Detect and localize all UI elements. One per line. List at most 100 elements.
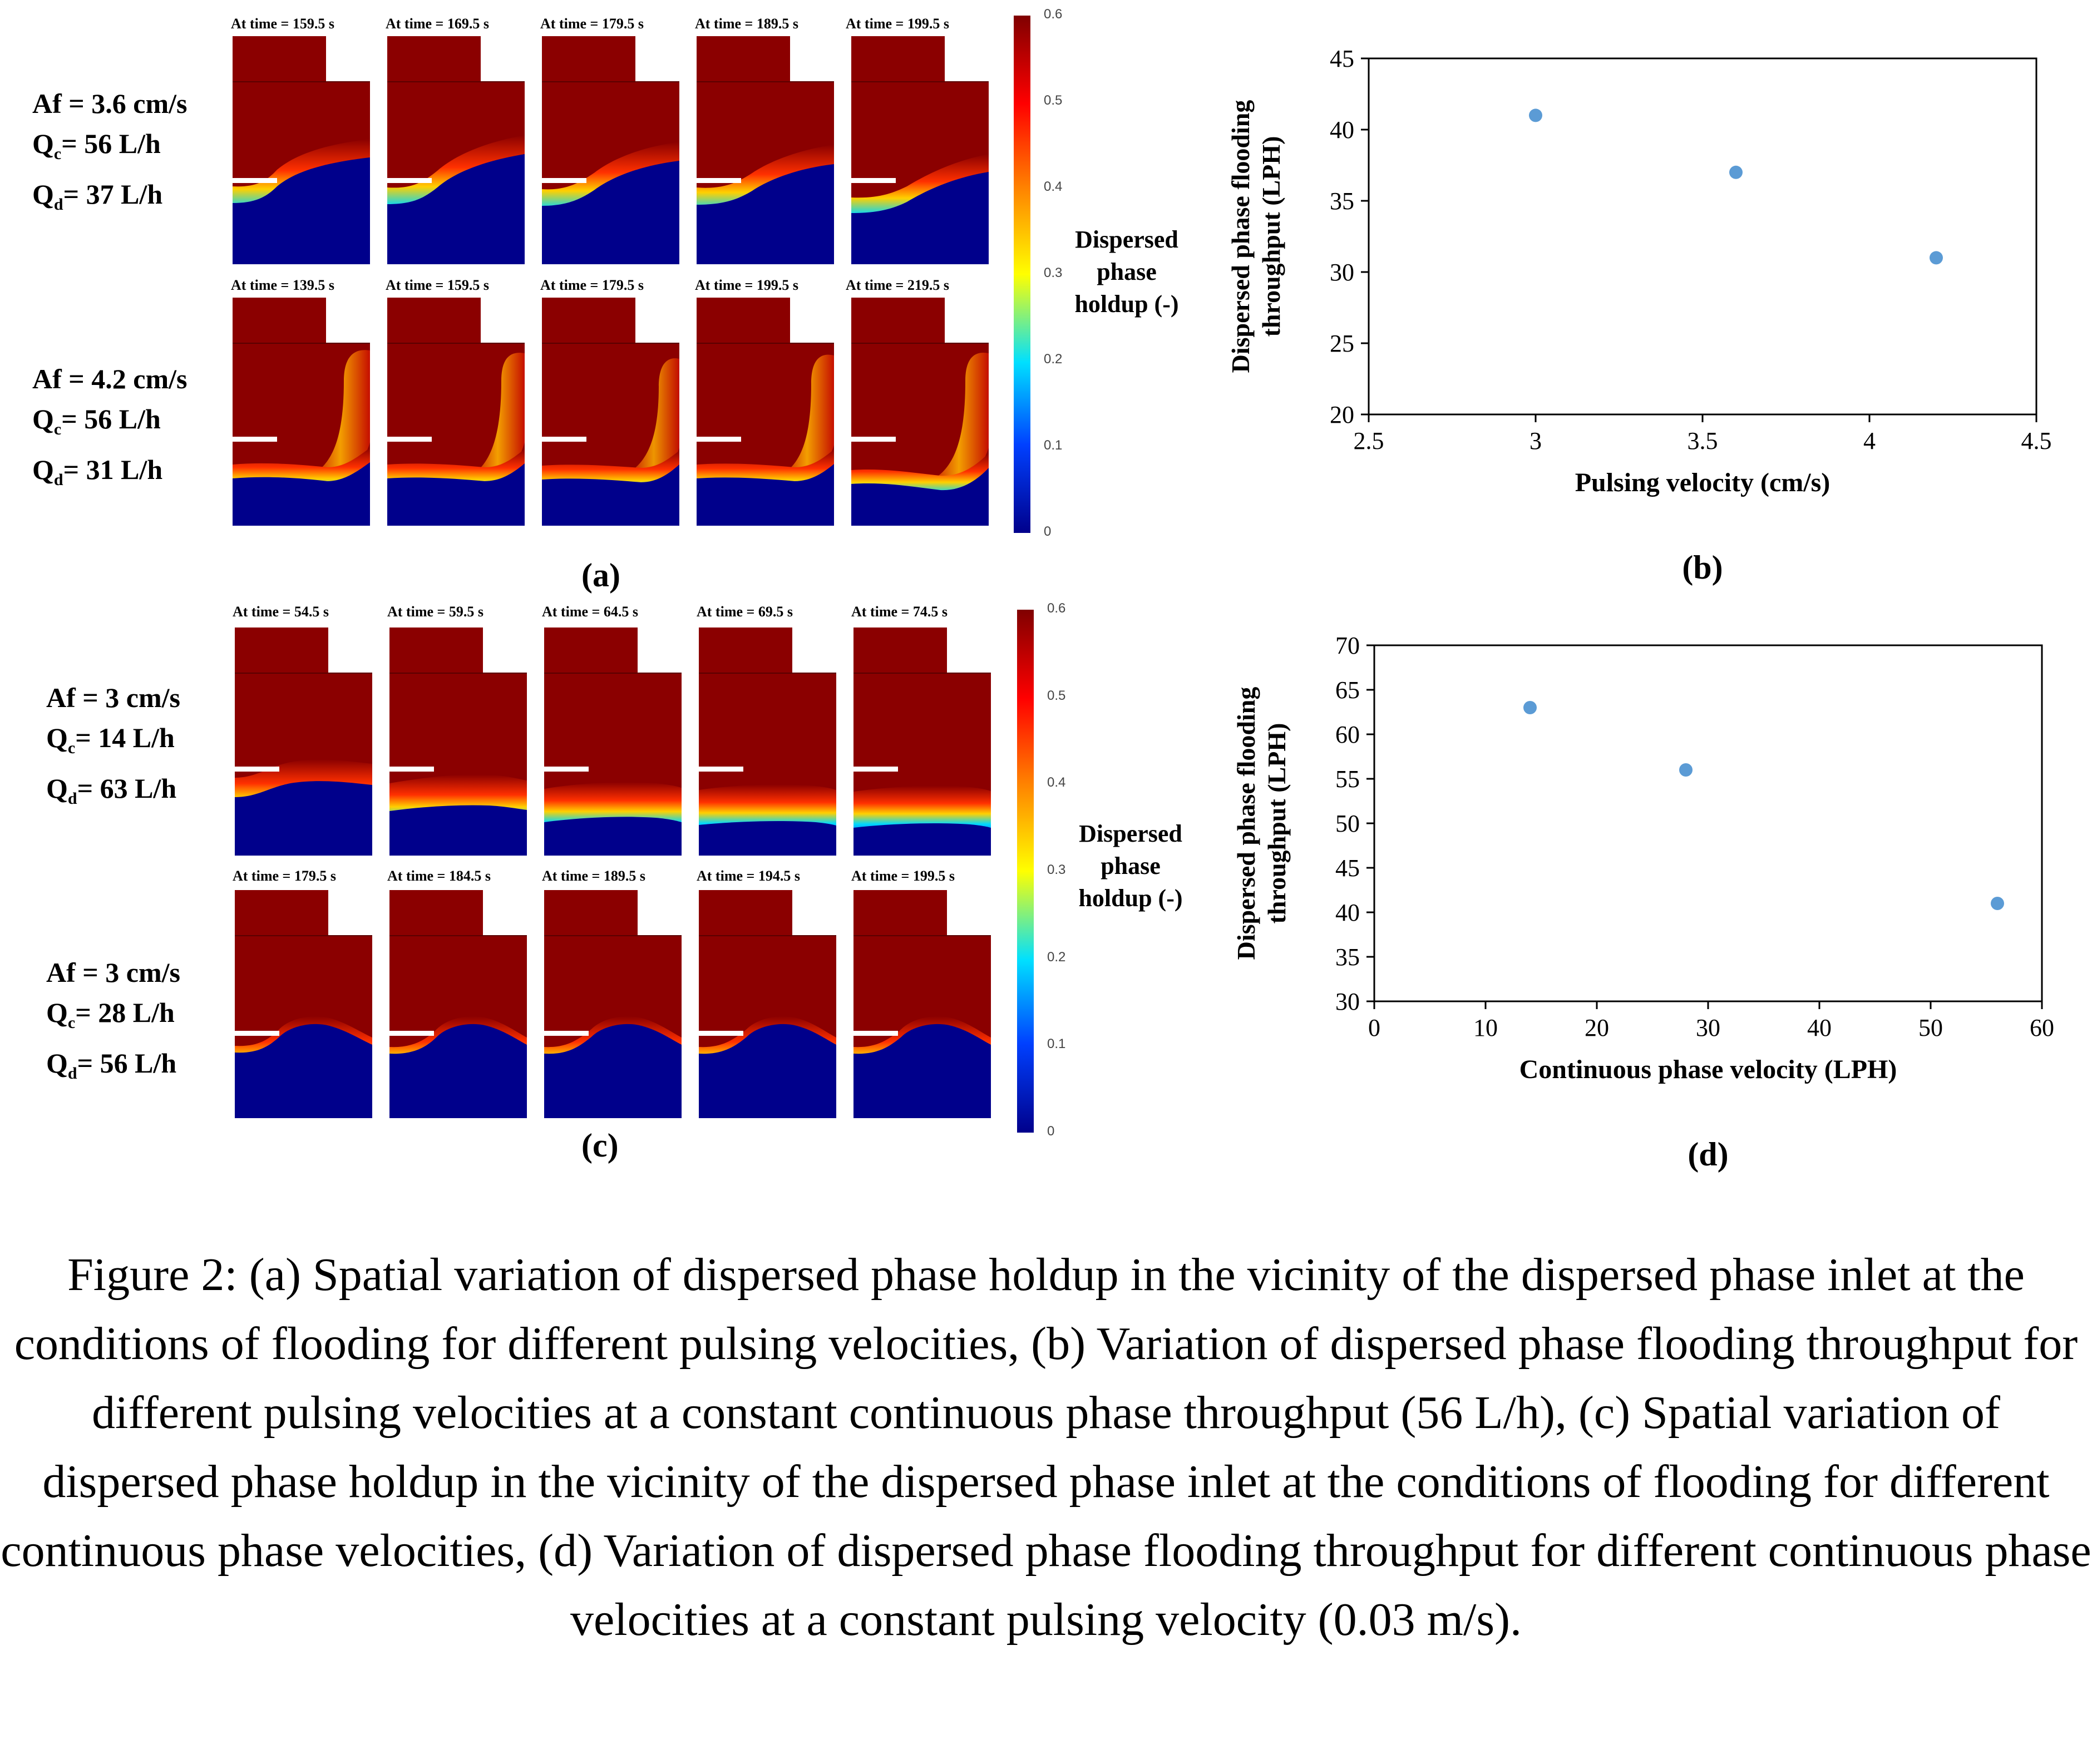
qd-label: Qd= 31 L/h bbox=[32, 454, 163, 489]
timestamp: At time = 194.5 s bbox=[697, 868, 800, 884]
plot-area-frame bbox=[1373, 644, 2043, 1002]
timestamp: At time = 189.5 s bbox=[695, 16, 798, 32]
x-tick-label: 30 bbox=[1696, 1014, 1720, 1041]
holdup-contour-frame bbox=[699, 627, 836, 856]
x-tick-label: 3 bbox=[1529, 427, 1542, 454]
x-tick-label: 2.5 bbox=[1354, 427, 1384, 454]
colorbar-tick: 0.6 bbox=[1047, 601, 1066, 616]
figure-caption: Figure 2: (a) Spatial variation of dispe… bbox=[1, 1249, 2091, 1646]
holdup-contour-frame bbox=[851, 36, 989, 264]
data-point bbox=[1930, 251, 1943, 265]
x-tick-label: 50 bbox=[1918, 1014, 1943, 1041]
colorbar bbox=[1014, 16, 1030, 533]
timestamp: At time = 74.5 s bbox=[851, 604, 948, 620]
af-label: Af = 4.2 cm/s bbox=[32, 363, 188, 394]
colorbar-title: Dispersed phase holdup (-) bbox=[1078, 820, 1183, 912]
timestamp: At time = 219.5 s bbox=[846, 277, 949, 293]
timestamp: At time = 69.5 s bbox=[697, 604, 793, 620]
colorbar bbox=[1017, 610, 1034, 1133]
holdup-contour-frame bbox=[542, 298, 679, 526]
plot-area-frame bbox=[1368, 57, 2037, 416]
holdup-contour-frame bbox=[699, 890, 836, 1118]
colorbar-tick: 0.3 bbox=[1047, 862, 1066, 877]
condition-c1: Af = 3 cm/s Qc= 14 L/h Qd= 63 L/h bbox=[46, 678, 180, 819]
timestamp: At time = 199.5 s bbox=[851, 868, 955, 884]
colorbar-tick: 0.6 bbox=[1044, 7, 1063, 22]
y-tick-label: 25 bbox=[1330, 330, 1354, 357]
condition-a1: Af = 3.6 cm/s Qc= 56 L/h Qd= 37 L/h bbox=[32, 83, 187, 225]
y-axis-label: throughput (LPH) bbox=[1257, 136, 1285, 337]
holdup-contour-frame bbox=[697, 298, 834, 526]
data-point bbox=[1523, 701, 1537, 714]
y-tick-label: 20 bbox=[1330, 401, 1354, 428]
data-point bbox=[1679, 763, 1693, 777]
holdup-contour-frame bbox=[853, 890, 991, 1118]
holdup-contour-frame bbox=[389, 627, 527, 856]
timestamp: At time = 159.5 s bbox=[386, 277, 489, 293]
qc-label: Qc= 56 L/h bbox=[32, 128, 161, 163]
qc-label: Qc= 56 L/h bbox=[32, 403, 161, 438]
timestamp: At time = 54.5 s bbox=[233, 604, 329, 620]
af-label: Af = 3.6 cm/s bbox=[32, 88, 188, 119]
y-tick-label: 50 bbox=[1335, 810, 1360, 837]
qc-label: Qc= 28 L/h bbox=[46, 997, 175, 1032]
colorbar-tick: 0.5 bbox=[1047, 688, 1066, 703]
holdup-contour-frame bbox=[233, 298, 370, 526]
timestamp: At time = 159.5 s bbox=[231, 16, 334, 32]
y-tick-label: 45 bbox=[1330, 45, 1354, 72]
y-tick-label: 40 bbox=[1335, 899, 1360, 926]
colorbar-tick: 0 bbox=[1044, 524, 1052, 539]
timestamp: At time = 199.5 s bbox=[695, 277, 798, 293]
x-axis-label: Continuous phase velocity (LPH) bbox=[1519, 1055, 1897, 1084]
timestamp: At time = 59.5 s bbox=[387, 604, 483, 620]
colorbar-tick: 0.2 bbox=[1047, 950, 1066, 965]
y-tick-label: 30 bbox=[1335, 988, 1360, 1015]
holdup-contour-frame bbox=[235, 627, 372, 856]
x-tick-label: 4 bbox=[1863, 427, 1876, 454]
chart-d-svg: 0 10 20 30 40 50 60 30 35 40 45 50 55 60 65 70 Continuou… bbox=[1232, 632, 2054, 1173]
panel-label-c: (c) bbox=[581, 1127, 619, 1164]
x-tick-label: 60 bbox=[2030, 1014, 2054, 1041]
x-tick-label: 10 bbox=[1473, 1014, 1498, 1041]
timestamp: At time = 64.5 s bbox=[542, 604, 638, 620]
qc-label: Qc= 14 L/h bbox=[46, 722, 175, 757]
holdup-contour-frame bbox=[235, 890, 372, 1118]
chart-b-svg: 2.5 3 3.5 4 4.5 20 25 30 35 40 45 Pulsing velocity … bbox=[1226, 45, 2052, 586]
y-tick-label: 60 bbox=[1335, 721, 1360, 748]
data-point bbox=[1991, 897, 2004, 910]
data-point bbox=[1529, 108, 1542, 122]
holdup-contour-frame bbox=[544, 890, 682, 1118]
y-axis-label: Dispersed phase flooding bbox=[1226, 100, 1255, 373]
af-label: Af = 3 cm/s bbox=[46, 957, 180, 988]
y-axis-label: Dispersed phase flooding bbox=[1232, 687, 1260, 960]
colorbar-tick: 0.1 bbox=[1044, 438, 1063, 453]
x-tick-label: 3.5 bbox=[1688, 427, 1718, 454]
y-tick-label: 45 bbox=[1335, 854, 1360, 882]
timestamp: At time = 139.5 s bbox=[231, 277, 334, 293]
x-tick-label: 20 bbox=[1585, 1014, 1609, 1041]
colorbar-tick: 0.2 bbox=[1044, 352, 1063, 367]
y-tick-label: 55 bbox=[1335, 765, 1360, 793]
panel-label-a: (a) bbox=[581, 557, 620, 594]
y-tick-label: 70 bbox=[1335, 632, 1360, 659]
holdup-contour-frame bbox=[851, 298, 989, 526]
holdup-contour-frame bbox=[389, 890, 527, 1118]
qd-label: Qd= 63 L/h bbox=[46, 773, 177, 808]
colorbar-tick: 0.4 bbox=[1047, 775, 1066, 790]
timestamp: At time = 189.5 s bbox=[542, 868, 645, 884]
chart-b: 2.5 3 3.5 4 4.5 20 25 30 35 40 45 Pulsing velocity … bbox=[1224, 33, 2092, 606]
timestamp: At time = 179.5 s bbox=[540, 16, 644, 32]
holdup-contour-frame bbox=[387, 36, 525, 264]
holdup-contour-frame bbox=[387, 298, 525, 526]
holdup-contour-frame bbox=[233, 36, 370, 264]
timestamp: At time = 199.5 s bbox=[846, 16, 949, 32]
colorbar-title: Dispersed phase holdup (-) bbox=[1074, 226, 1179, 318]
qd-label: Qd= 56 L/h bbox=[46, 1047, 177, 1083]
timestamp: At time = 184.5 s bbox=[387, 868, 491, 884]
condition-a2: Af = 4.2 cm/s Qc= 56 L/h Qd= 31 L/h bbox=[32, 359, 187, 500]
colorbar-tick: 0.3 bbox=[1044, 265, 1063, 280]
holdup-contour-frame bbox=[544, 627, 682, 856]
chart-d: 0 10 20 30 40 50 60 30 35 40 45 50 55 60 65 70 Continuou… bbox=[1224, 623, 2092, 1196]
timestamp: At time = 179.5 s bbox=[233, 868, 336, 884]
af-label: Af = 3 cm/s bbox=[46, 682, 180, 713]
